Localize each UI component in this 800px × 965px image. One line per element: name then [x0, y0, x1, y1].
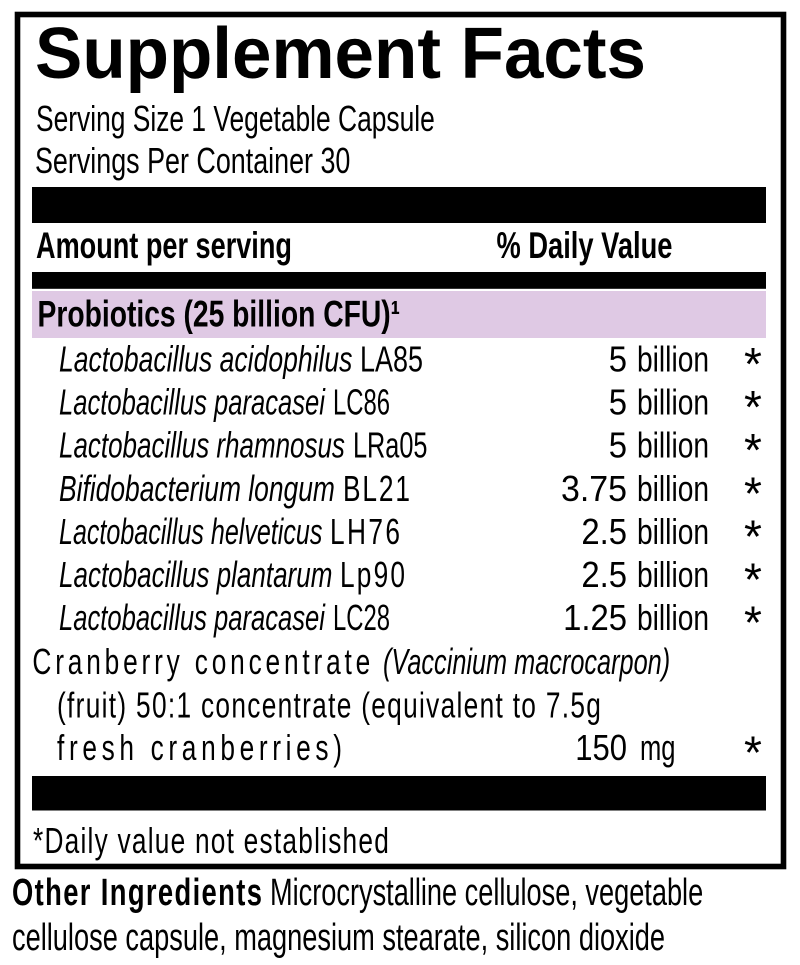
svg-text:mg: mg	[640, 726, 675, 768]
svg-text:LC28: LC28	[333, 597, 390, 638]
svg-text:5: 5	[609, 383, 627, 423]
svg-text:2.5: 2.5	[581, 555, 627, 595]
svg-text:Supplement Facts: Supplement Facts	[35, 13, 646, 94]
svg-text:1.25: 1.25	[563, 599, 627, 639]
svg-text:*: *	[744, 424, 762, 476]
svg-text:150: 150	[575, 728, 627, 769]
svg-text:5: 5	[609, 340, 627, 380]
svg-text:*: *	[744, 467, 762, 519]
svg-text:LRa05: LRa05	[353, 425, 427, 466]
svg-text:*: *	[744, 727, 762, 779]
svg-text:Lactobacillus plantarum: Lactobacillus plantarum	[59, 554, 332, 595]
svg-text:Lactobacillus helveticus: Lactobacillus helveticus	[59, 511, 322, 552]
svg-text:LC86: LC86	[333, 381, 390, 422]
svg-text:Lactobacillus paracasei: Lactobacillus paracasei	[59, 381, 326, 423]
svg-text:2.5: 2.5	[581, 512, 627, 552]
svg-text:cellulose capsule, magnesium s: cellulose capsule, magnesium stearate, s…	[12, 917, 665, 960]
svg-text:Microcrystalline cellulose, ve: Microcrystalline cellulose, vegetable	[270, 870, 703, 913]
svg-text:billion: billion	[637, 467, 709, 508]
svg-text:*: *	[744, 510, 762, 562]
svg-text:Servings Per Container 30: Servings Per Container 30	[35, 140, 350, 181]
svg-text:*: *	[744, 338, 762, 390]
svg-text:*Daily value not established: *Daily value not established	[33, 820, 390, 861]
svg-text:Serving Size 1 Vegetable Capsu: Serving Size 1 Vegetable Capsule	[36, 98, 435, 139]
svg-text:Other Ingredients: Other Ingredients	[12, 872, 263, 914]
svg-text:Lp90: Lp90	[340, 554, 407, 595]
svg-text:Cranberry concentrate: Cranberry concentrate	[32, 641, 374, 682]
svg-text:Lactobacillus paracasei: Lactobacillus paracasei	[59, 597, 326, 639]
svg-text:(Vaccinium macrocarpon): (Vaccinium macrocarpon)	[383, 641, 670, 682]
svg-text:billion: billion	[637, 597, 709, 638]
svg-text:% Daily Value: % Daily Value	[497, 225, 673, 266]
svg-text:Probiotics (25 billion CFU)¹: Probiotics (25 billion CFU)¹	[38, 293, 401, 335]
svg-text:(fruit) 50:1 concentrate (equi: (fruit) 50:1 concentrate (equivalent to …	[57, 684, 602, 725]
svg-text:*: *	[744, 554, 762, 606]
svg-text:fresh cranberries): fresh cranberries)	[57, 727, 347, 768]
svg-text:5: 5	[609, 426, 627, 466]
svg-text:*: *	[744, 597, 762, 649]
svg-text:*: *	[744, 381, 762, 433]
svg-text:billion: billion	[637, 338, 709, 379]
svg-text:Bifidobacterium longum: Bifidobacterium longum	[59, 468, 335, 509]
svg-text:LA85: LA85	[360, 339, 423, 380]
svg-text:BL21: BL21	[343, 468, 412, 509]
svg-text:Lactobacillus rhamnosus: Lactobacillus rhamnosus	[59, 424, 345, 465]
svg-text:Amount per serving: Amount per serving	[36, 225, 292, 266]
svg-text:LH76: LH76	[330, 511, 402, 552]
svg-text:billion: billion	[637, 553, 709, 594]
svg-text:Lactobacillus acidophilus: Lactobacillus acidophilus	[59, 338, 352, 379]
svg-text:billion: billion	[637, 381, 709, 422]
svg-text:3.75: 3.75	[561, 469, 627, 509]
svg-text:billion: billion	[637, 424, 709, 465]
svg-text:billion: billion	[637, 510, 709, 551]
